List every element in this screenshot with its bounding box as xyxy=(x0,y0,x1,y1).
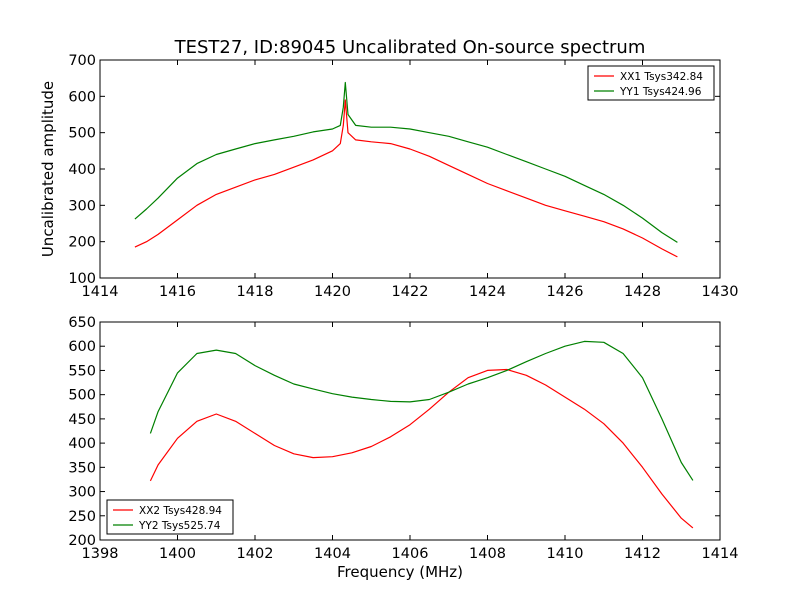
y-tick-label: 700 xyxy=(68,53,96,69)
x-tick-label: 1408 xyxy=(469,546,506,562)
x-tick-label: 1420 xyxy=(314,284,351,300)
x-tick-label: 1398 xyxy=(82,546,119,562)
x-tick-label: 1430 xyxy=(702,284,739,300)
y-tick-label: 650 xyxy=(68,315,96,331)
lower-spectrum-panel: 1398 1400 1402 1404 1406 1408 1410 1412 1414 200 2… xyxy=(68,315,738,581)
legend: XX2 Tsys428.94 YY2 Tsys525.74 xyxy=(106,499,234,535)
series-lines xyxy=(134,81,678,258)
y-tick-label: 450 xyxy=(68,412,96,428)
x-tick-label: 1418 xyxy=(237,284,274,300)
legend-box xyxy=(106,499,234,535)
y-tick-label: 600 xyxy=(68,89,96,105)
series-line-green xyxy=(149,340,694,481)
x-tick-label: 1426 xyxy=(547,284,584,300)
legend-entry: YY2 Tsys525.74 xyxy=(138,520,221,532)
figure-title: TEST27, ID:89045 Uncalibrated On-source … xyxy=(174,37,646,58)
x-tick-label: 1410 xyxy=(547,546,584,562)
y-tick-label: 400 xyxy=(68,436,96,452)
y-tick-label: 200 xyxy=(68,533,96,549)
x-tick-label: 1400 xyxy=(159,546,196,562)
y-tick-label: 350 xyxy=(68,460,96,476)
x-tick-label: 1404 xyxy=(314,546,351,562)
legend-box xyxy=(587,65,715,101)
y-tick-label: 500 xyxy=(68,126,96,142)
x-tick-label: 1414 xyxy=(82,284,119,300)
y-tick-label: 550 xyxy=(68,363,96,379)
y-axis-label: Uncalibrated amplitude xyxy=(39,81,57,257)
legend-entry: YY1 Tsys424.96 xyxy=(619,86,702,98)
upper-spectrum-panel: 1414 1416 1418 1420 1422 1424 1426 1428 1430 100 2… xyxy=(39,53,738,300)
y-tick-label: 200 xyxy=(68,235,96,251)
legend-entry: XX2 Tsys428.94 xyxy=(139,505,222,517)
x-tick-label: 1428 xyxy=(624,284,661,300)
series-lines xyxy=(149,340,694,529)
x-tick-label: 1414 xyxy=(702,546,739,562)
y-tick-label: 400 xyxy=(68,162,96,178)
x-tick-label: 1402 xyxy=(237,546,274,562)
y-tick-label: 600 xyxy=(68,339,96,355)
y-tick-label: 100 xyxy=(68,271,96,287)
y-tick-label: 500 xyxy=(68,388,96,404)
x-tick-label: 1406 xyxy=(392,546,429,562)
legend: XX1 Tsys342.84 YY1 Tsys424.96 xyxy=(587,65,715,101)
x-axis-label: Frequency (MHz) xyxy=(337,563,463,581)
series-line-red xyxy=(134,99,678,258)
x-tick-label: 1422 xyxy=(392,284,429,300)
y-tick-label: 300 xyxy=(68,198,96,214)
x-tick-label: 1412 xyxy=(624,546,661,562)
y-tick-label: 300 xyxy=(68,485,96,501)
x-tick-label: 1416 xyxy=(159,284,196,300)
series-line-green xyxy=(134,81,678,243)
legend-entry: XX1 Tsys342.84 xyxy=(620,71,703,83)
series-line-red xyxy=(149,368,694,529)
x-tick-label: 1424 xyxy=(469,284,506,300)
y-tick-label: 250 xyxy=(68,509,96,525)
